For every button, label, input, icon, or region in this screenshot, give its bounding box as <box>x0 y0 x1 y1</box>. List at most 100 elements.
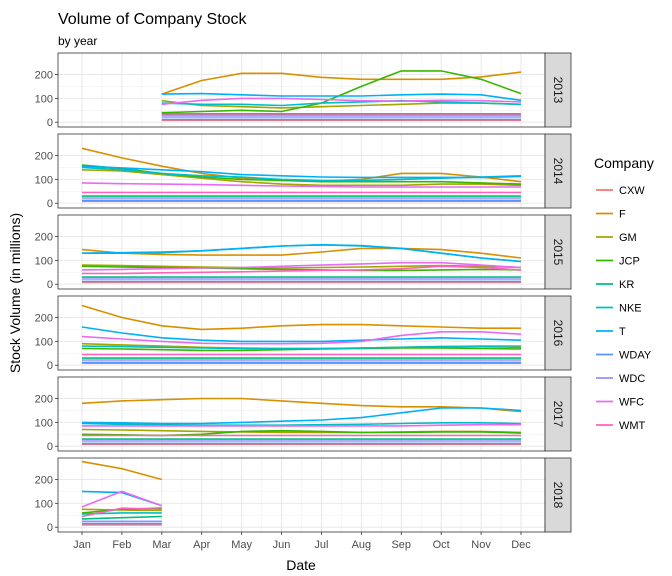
series-lines <box>161 70 522 122</box>
series-line-wfc-2017 <box>82 423 521 427</box>
legend-item-cxw: CXW <box>596 185 645 197</box>
series-line-t-2014 <box>81 165 522 179</box>
legend-item-jcp: JCP <box>596 256 640 268</box>
legend-label: WFC <box>619 397 644 409</box>
y-tick-label: 0 <box>47 360 53 372</box>
legend-label: CXW <box>619 185 645 197</box>
legend-label: NKE <box>619 303 642 315</box>
series-line-nke-2013 <box>161 99 522 107</box>
legend-item-wmt: WMT <box>596 420 646 432</box>
facet-panel-2014: 0 100 200 2014 <box>35 133 572 210</box>
x-tick-label: Aug <box>352 539 372 551</box>
facet-panel-2017: 0 100 200 2017 <box>35 376 572 453</box>
x-tick-label: Apr <box>193 539 210 551</box>
series-line-wfc-2016 <box>81 331 522 345</box>
series-line-gm-2014 <box>81 169 522 187</box>
facet-strip <box>544 52 572 128</box>
y-tick-label: 100 <box>35 93 53 105</box>
facet-strip-label: 2015 <box>551 239 565 266</box>
facet-panel-2013: 0 100 200 2013 <box>35 52 572 129</box>
series-line-t-2015 <box>81 244 522 263</box>
x-tick-label: Sep <box>391 539 411 551</box>
legend-item-f: F <box>596 209 626 221</box>
legend-item-wfc: WFC <box>596 397 644 409</box>
legend-label: JCP <box>619 256 640 268</box>
facet-strip-label: 2018 <box>551 482 565 509</box>
facet-strip <box>544 214 572 290</box>
facet-strip <box>544 133 572 209</box>
series-line-t-2016 <box>81 326 522 343</box>
series-line-jcp-2016 <box>81 347 522 352</box>
x-tick-label: Dec <box>511 539 531 551</box>
legend-label: GM <box>619 232 637 244</box>
legend-item-kr: KR <box>596 279 634 291</box>
y-tick-label: 200 <box>35 69 53 81</box>
x-axis: Jan Feb Mar Apr May Jun Jul Aug Sep Oct Nov Dec <box>73 532 531 551</box>
series-line-jcp-2013 <box>161 70 522 114</box>
facet-panels: 0 100 200 2013 0 100 200 2014 0 100 200 2015 0 100 200… <box>35 52 572 534</box>
facet-strip-label: 2013 <box>551 77 565 104</box>
y-axis-label: Stock Volume (in millions) <box>7 213 23 373</box>
legend: Company CXW F GM JCP KR NKE T WDAY WDC WFC WMT <box>594 155 654 432</box>
series-lines <box>81 397 522 446</box>
legend-item-t: T <box>596 326 626 338</box>
series-lines <box>81 244 522 284</box>
series-line-wmt-2015 <box>82 265 522 275</box>
facet-strip-label: 2014 <box>551 158 565 185</box>
y-tick-label: 100 <box>35 255 53 267</box>
y-tick-label: 200 <box>35 312 53 324</box>
facet-panel-2015: 0 100 200 2015 <box>35 214 572 291</box>
series-line-f-2015 <box>81 247 522 259</box>
legend-label: F <box>619 209 626 221</box>
x-tick-label: Feb <box>112 539 131 551</box>
facet-strip-label: 2017 <box>551 401 565 428</box>
x-tick-label: Jan <box>73 539 91 551</box>
legend-label: T <box>619 326 626 338</box>
y-tick-label: 0 <box>47 117 53 129</box>
x-tick-label: Jun <box>273 539 291 551</box>
y-tick-label: 200 <box>35 231 53 243</box>
facet-strip <box>544 295 572 371</box>
series-line-f-2013 <box>161 71 522 95</box>
y-tick-label: 100 <box>35 336 53 348</box>
series-line-t-2017 <box>81 407 522 425</box>
chart-subtitle: by year <box>58 34 97 48</box>
legend-item-nke: NKE <box>596 303 642 315</box>
y-tick-label: 200 <box>35 150 53 162</box>
x-tick-label: Nov <box>471 539 491 551</box>
y-tick-label: 200 <box>35 474 53 486</box>
series-line-wfc-2018 <box>81 490 163 508</box>
series-line-nke-2017 <box>81 422 522 426</box>
x-tick-label: Jul <box>314 539 328 551</box>
y-tick-label: 100 <box>35 498 53 510</box>
series-lines <box>81 304 522 365</box>
y-tick-label: 0 <box>47 522 53 534</box>
legend-label: WDAY <box>619 350 652 362</box>
series-lines <box>81 147 522 203</box>
facet-strip-label: 2016 <box>551 320 565 347</box>
legend-label: WMT <box>619 420 646 432</box>
x-tick-label: Oct <box>433 539 450 551</box>
x-axis-label: Date <box>286 557 316 573</box>
series-line-kr-2018 <box>81 515 162 520</box>
series-line-wfc-2014 <box>81 182 521 188</box>
series-line-f-2016 <box>81 304 521 331</box>
x-tick-label: May <box>231 539 252 551</box>
series-line-f-2017 <box>81 397 522 413</box>
series-line-f-2018 <box>81 460 163 481</box>
facet-panel-2016: 0 100 200 2016 <box>35 295 572 372</box>
series-line-wfc-2013 <box>161 97 522 106</box>
legend-title: Company <box>594 155 654 171</box>
series-line-jcp-2015 <box>81 265 522 272</box>
facet-strip <box>544 376 572 452</box>
legend-item-wday: WDAY <box>596 350 652 362</box>
legend-item-gm: GM <box>596 232 637 244</box>
facet-panel-2018: 0 100 200 2018 <box>35 457 572 534</box>
series-line-wmt-2018 <box>81 507 162 518</box>
legend-item-wdc: WDC <box>596 373 645 385</box>
y-tick-label: 0 <box>47 198 53 210</box>
legend-label: KR <box>619 279 634 291</box>
y-tick-label: 100 <box>35 174 53 186</box>
series-line-t-2013 <box>161 92 522 102</box>
